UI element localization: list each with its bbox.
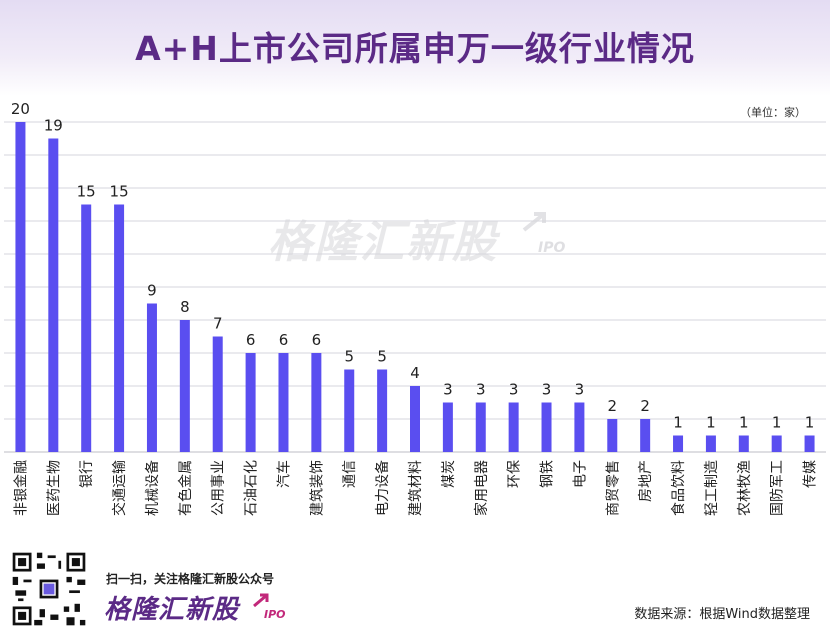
value-label-3: 15 [110,183,129,201]
data-source: 数据来源：根据Wind数据整理 [634,607,810,622]
bar-19 [640,419,651,452]
value-label-5: 8 [180,298,190,316]
bar-18 [607,419,618,452]
watermark-ipo: IPO [538,240,566,256]
category-labels: 非银金融 医药生物 银行 交通运输 机械设备 有色金属 公用事业 石油石化 汽车 建筑装饰 通信 电力… [13,460,818,516]
bar-9 [311,353,322,452]
watermark-arrow-icon [522,212,546,232]
bar-3 [114,204,125,452]
value-label-21: 1 [706,414,716,432]
watermark-text: 格隆汇新股 [268,217,498,268]
category-label-2: 银行 [79,460,95,488]
value-label-13: 3 [443,381,453,399]
category-label-1: 医药生物 [46,460,62,516]
value-label-4: 9 [147,282,157,300]
follow-slogan: 扫一扫，关注格隆汇新股公众号 [106,572,275,586]
value-label-7: 6 [246,331,256,349]
grid-lines [4,121,826,453]
value-label-19: 2 [640,397,650,415]
bar-23 [771,435,782,452]
value-label-10: 5 [344,348,354,366]
value-label-15: 3 [509,381,519,399]
category-label-3: 交通运输 [111,460,128,516]
bar-10 [344,369,355,452]
bar-8 [278,353,289,452]
category-label-0: 非银金融 [13,460,29,516]
bar-2 [81,204,92,452]
brand-logo-text: 格隆汇新股 [104,595,240,625]
bars [15,122,815,452]
bar-20 [673,435,684,452]
category-label-20: 食品饮料 [670,460,687,516]
value-label-6: 7 [213,315,223,333]
value-label-8: 6 [279,331,289,349]
category-label-21: 轻工制造 [704,460,720,516]
category-label-11: 电力设备 [374,460,391,516]
bar-1 [48,138,59,452]
chart-title: A+H上市公司所属申万一级行业情况 [135,29,695,68]
category-label-17: 电子 [572,460,588,488]
bar-7 [245,353,256,452]
value-label-18: 2 [608,397,618,415]
category-label-7: 石油石化 [244,460,260,516]
bar-14 [475,402,486,452]
bar-15 [508,402,519,452]
bar-6 [212,336,223,452]
category-label-24: 传媒 [803,460,819,488]
qr-code-icon [10,550,88,628]
value-label-0: 20 [11,100,30,118]
bar-16 [541,402,552,452]
value-label-22: 1 [739,414,749,432]
bar-13 [442,402,453,452]
category-label-23: 国防军工 [770,460,786,516]
unit-label: （单位：家） [740,106,806,119]
category-label-16: 钢铁 [540,460,556,488]
bar-22 [738,435,749,452]
bar-21 [705,435,716,452]
bar-24 [804,435,815,452]
category-label-9: 建筑装饰 [309,460,325,516]
value-label-12: 4 [410,364,420,382]
bar-12 [410,386,420,452]
value-label-17: 3 [575,381,585,399]
value-label-2: 15 [77,183,96,201]
bar-4 [146,303,157,452]
category-label-6: 公用事业 [211,460,227,516]
value-label-9: 6 [312,331,322,349]
brand-arrow-icon [253,593,269,608]
category-label-18: 商贸零售 [605,460,621,516]
bar-0 [15,122,26,452]
value-label-1: 19 [44,117,63,135]
category-label-22: 农林牧渔 [737,460,753,516]
value-label-24: 1 [805,414,815,432]
category-label-12: 建筑材料 [408,460,424,516]
value-label-23: 1 [772,414,782,432]
category-label-13: 煤炭 [441,460,457,488]
category-label-8: 汽车 [275,460,292,488]
category-label-10: 通信 [342,460,358,488]
value-label-11: 5 [377,348,387,366]
category-label-15: 环保 [507,460,523,488]
category-label-5: 有色金属 [177,460,194,516]
header-band [0,0,830,96]
value-labels: 20 19 15 15 9 8 7 6 6 6 5 5 4 3 3 3 3 3 2 2 1 1 1 1 1 [11,100,814,432]
bar-5 [179,320,190,452]
value-label-20: 1 [673,414,683,432]
category-label-4: 机械设备 [144,460,161,516]
category-label-14: 家用电器 [473,460,490,516]
brand-ipo: IPO [264,608,286,621]
bar-11 [377,369,388,452]
value-label-14: 3 [476,381,486,399]
category-label-19: 房地产 [638,460,654,502]
bar-17 [574,402,585,452]
value-label-16: 3 [542,381,552,399]
